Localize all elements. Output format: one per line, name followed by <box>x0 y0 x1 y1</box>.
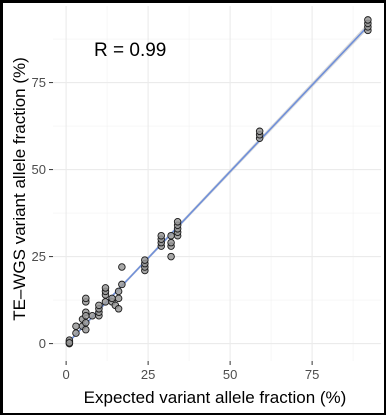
data-points-layer <box>65 16 372 348</box>
data-point <box>82 294 90 303</box>
data-point <box>167 238 175 247</box>
data-point <box>167 252 175 261</box>
data-point <box>173 218 182 226</box>
scatter-chart: 0 25 50 75 0 25 50 75 R = 0.99 Expected variant… <box>10 6 381 407</box>
data-point <box>82 312 90 320</box>
data-point <box>118 280 126 289</box>
axis-layer: 0 25 50 75 0 25 50 75 <box>32 75 320 382</box>
chart-canvas: 0 25 50 75 0 25 50 75 R = 0.99 Expected variant… <box>3 3 384 413</box>
data-point <box>95 301 103 310</box>
data-point <box>82 318 90 327</box>
data-point <box>118 263 126 271</box>
data-point <box>65 339 74 347</box>
data-point <box>101 298 110 306</box>
y-tick-label: 0 <box>39 336 46 351</box>
data-point <box>72 329 80 337</box>
data-point <box>88 312 97 320</box>
x-tick-label: 0 <box>63 367 70 382</box>
data-point <box>101 284 110 292</box>
data-point <box>167 231 175 240</box>
data-point <box>72 322 80 330</box>
data-point <box>364 16 372 24</box>
y-tick-label: 75 <box>32 75 46 90</box>
x-tick-label: 25 <box>141 367 155 382</box>
correlation-annotation: R = 0.99 <box>94 40 166 61</box>
data-point <box>157 231 165 240</box>
y-tick-label: 50 <box>32 162 46 177</box>
y-tick-label: 25 <box>32 249 46 264</box>
data-point <box>82 325 90 334</box>
data-point <box>114 294 123 303</box>
x-tick-label: 75 <box>305 367 319 382</box>
grid-layer <box>53 6 381 361</box>
data-point <box>114 305 123 313</box>
data-point <box>141 256 149 264</box>
data-point <box>114 287 123 296</box>
y-axis-title: TE–WGS variant allele fraction (%) <box>10 57 29 321</box>
data-point <box>108 294 116 303</box>
x-tick-label: 50 <box>223 367 237 382</box>
data-point <box>255 127 264 136</box>
x-axis-title: Expected variant allele fraction (%) <box>84 388 347 407</box>
